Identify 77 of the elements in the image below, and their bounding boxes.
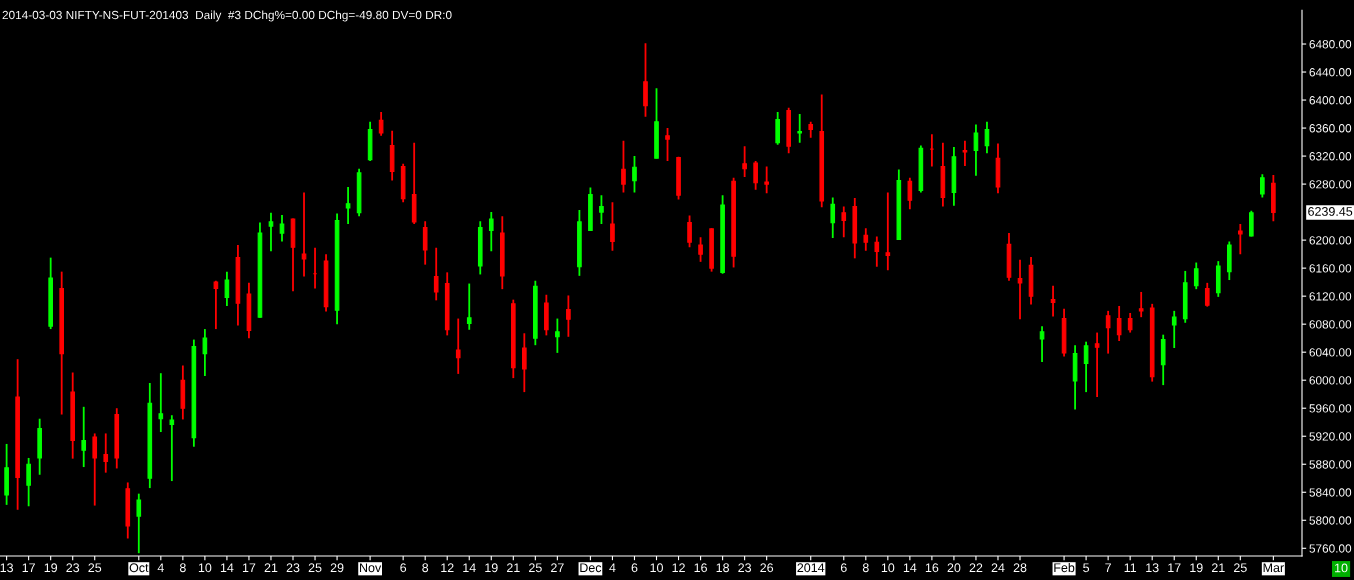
y-tick-label: 5920.00 bbox=[1309, 432, 1352, 441]
x-tick-label: 13 bbox=[0, 563, 14, 573]
chart-title: 2014-03-03 NIFTY-NS-FUT-201403 Daily #3 DChg%=0.00 DChg=-49.80 DV=0 DR:0 bbox=[2, 10, 452, 22]
x-tick-label: 25 bbox=[529, 563, 542, 573]
x-tick-label: 17 bbox=[22, 563, 35, 572]
y-tick-label: 5800.00 bbox=[1309, 516, 1352, 525]
candlestick bbox=[698, 236, 703, 263]
x-tick-label: 25 bbox=[88, 563, 102, 573]
x-tick-label: 10 bbox=[881, 563, 895, 573]
x-tick-label: 17 bbox=[242, 563, 256, 572]
x-tick-label: 27 bbox=[551, 563, 564, 572]
x-tick-label: 6 bbox=[400, 563, 407, 573]
y-tick-label: 6120.00 bbox=[1309, 292, 1352, 301]
y-tick-label: 6280.00 bbox=[1309, 180, 1352, 189]
x-tick-label: 16 bbox=[694, 563, 707, 573]
x-tick-label: 12 bbox=[441, 563, 454, 572]
x-tick-label: 21 bbox=[506, 563, 520, 572]
x-tick-label: 4 bbox=[609, 563, 616, 572]
candlestick bbox=[665, 127, 670, 162]
y-tick-label: 6040.00 bbox=[1309, 348, 1352, 357]
y-tick-label: 5880.00 bbox=[1309, 460, 1352, 469]
x-tick-label: 13 bbox=[1146, 563, 1159, 573]
x-tick-label: 12 bbox=[672, 563, 685, 572]
x-tick-label: 7 bbox=[1105, 563, 1111, 572]
x-tick-label: Oct bbox=[129, 563, 149, 573]
x-tick-label: 14 bbox=[220, 563, 234, 572]
y-tick-label: 6200.00 bbox=[1309, 236, 1352, 245]
x-tick-label: 6 bbox=[631, 563, 638, 573]
x-tick-label: 19 bbox=[485, 563, 498, 573]
y-tick-label: 6000.00 bbox=[1309, 376, 1352, 385]
x-tick-label: 24 bbox=[991, 563, 1005, 572]
x-tick-label: 26 bbox=[760, 563, 774, 573]
x-tick-label: Dec bbox=[580, 563, 602, 573]
x-tick-label: 14 bbox=[903, 563, 917, 572]
x-tick-label: 23 bbox=[738, 563, 752, 573]
x-tick-label: 21 bbox=[1211, 563, 1225, 572]
x-tick-label: 19 bbox=[1190, 563, 1203, 573]
x-tick-label: 10 bbox=[198, 563, 212, 573]
candlestick bbox=[797, 113, 803, 144]
y-tick-label: 6320.00 bbox=[1309, 152, 1352, 161]
y-tick-label: 6360.00 bbox=[1309, 124, 1352, 133]
x-tick-label: 18 bbox=[716, 563, 730, 573]
y-tick-label: 6080.00 bbox=[1309, 320, 1352, 329]
x-tick-label: 4 bbox=[157, 563, 164, 572]
y-tick-label: 5840.00 bbox=[1309, 488, 1352, 497]
x-tick-label: 8 bbox=[862, 563, 869, 573]
x-tick-label: 23 bbox=[66, 563, 80, 573]
x-tick-label: 28 bbox=[1013, 563, 1027, 573]
x-tick-label: Mar bbox=[1263, 563, 1284, 573]
x-tick-label: 25 bbox=[308, 563, 322, 573]
x-tick-label: 16 bbox=[925, 563, 939, 573]
x-tick-label: 14 bbox=[463, 563, 476, 572]
x-tick-label: 2014 bbox=[797, 563, 825, 573]
x-tick-label: 19 bbox=[44, 563, 58, 573]
y-tick-label: 6400.00 bbox=[1309, 96, 1352, 105]
x-tick-label: 23 bbox=[286, 563, 300, 573]
x-tick-label: Feb bbox=[1054, 562, 1075, 573]
x-tick-label: 20 bbox=[947, 563, 961, 573]
x-tick-label: 10 bbox=[650, 563, 663, 573]
y-tick-label: 6440.00 bbox=[1309, 68, 1352, 77]
x-tick-label: 29 bbox=[330, 563, 344, 573]
x-tick-label: 25 bbox=[1233, 563, 1247, 573]
x-tick-label: 17 bbox=[1168, 563, 1181, 572]
x-tick-label: 6 bbox=[840, 563, 847, 573]
x-tick-label: 11 bbox=[1124, 563, 1137, 572]
x-tick-label: 8 bbox=[422, 563, 429, 573]
x-tick-label: 8 bbox=[179, 563, 186, 573]
y-tick-label: 5960.00 bbox=[1309, 404, 1352, 413]
y-tick-label: 6160.00 bbox=[1309, 264, 1352, 273]
x-tick-label: 5 bbox=[1083, 563, 1090, 573]
x-tick-label: 22 bbox=[969, 563, 983, 572]
y-tick-label: 6480.00 bbox=[1309, 40, 1352, 49]
x-tick-label: Nov bbox=[360, 563, 382, 573]
y-tick-label: 5760.00 bbox=[1309, 544, 1352, 553]
candlestick bbox=[599, 194, 604, 225]
x-tick-label: 21 bbox=[264, 563, 278, 572]
text: 6239.45 bbox=[1308, 207, 1353, 216]
